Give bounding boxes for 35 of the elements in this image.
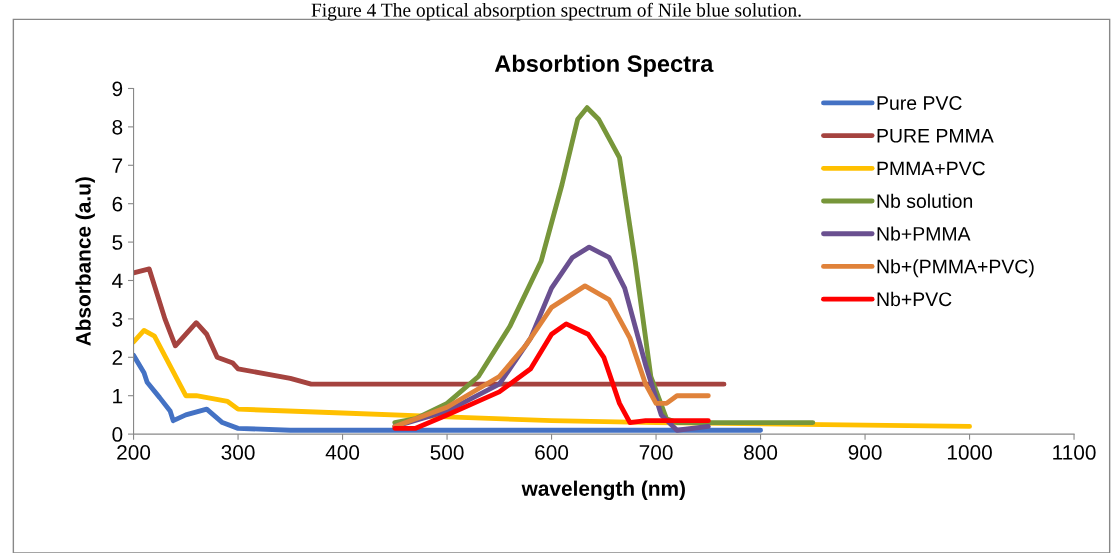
y-tick-label: 6 (112, 196, 123, 212)
y-tick-label: 3 (112, 311, 123, 327)
x-tick-label: 200 (117, 445, 151, 460)
x-tick-label: 500 (430, 445, 464, 460)
y-tick-label: 1 (113, 388, 123, 404)
legend-label: Nb+PMMA (877, 226, 971, 241)
legend-label: Nb+(PMMA+PVC) (877, 259, 1034, 278)
x-axis-title: wavelength (nm) (521, 480, 685, 501)
legend-label: Nb+PVC (877, 291, 952, 307)
x-tick-label: 700 (639, 445, 673, 460)
y-tick-label: 9 (112, 81, 123, 97)
x-tick-label: 1000 (947, 445, 992, 460)
x-tick-label: 900 (848, 445, 882, 460)
y-tick-label: 0 (112, 427, 123, 442)
y-tick-label: 7 (112, 158, 123, 173)
chart-title: Absorbtion Spectra (494, 54, 714, 77)
x-tick-label: 600 (535, 445, 569, 460)
legend-label: PMMA+PVC (877, 161, 985, 176)
legend-label: Nb solution (877, 193, 973, 209)
line-series (133, 266, 727, 387)
y-axis-title: Absorbance (a.u) (75, 177, 95, 346)
legend-label: PURE PMMA (877, 129, 994, 143)
x-tick-label: 300 (221, 445, 255, 460)
legend-label: Pure PVC (877, 96, 962, 110)
y-tick-label: 5 (112, 235, 123, 250)
y-tick-label: 2 (112, 350, 123, 365)
y-tick-label: 4 (112, 273, 123, 289)
line-series (392, 283, 711, 429)
line-series (392, 321, 711, 431)
line-series (133, 352, 763, 433)
x-tick-label: 800 (744, 445, 778, 460)
x-tick-label: 1100 (1053, 445, 1096, 460)
x-tick-label: 400 (325, 445, 360, 460)
y-tick-label: 8 (112, 119, 123, 135)
caption: Figure 4 The optical absorption spectrum of Nile blue solution. (311, 2, 801, 21)
